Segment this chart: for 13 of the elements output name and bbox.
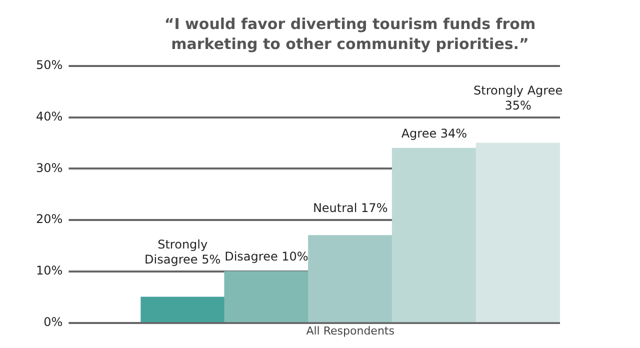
y-tick-label: 30% bbox=[36, 160, 63, 175]
data-label: Strongly Disagree 5% bbox=[144, 238, 221, 267]
data-label: Disagree 10% bbox=[224, 250, 308, 264]
y-tick-label: 0% bbox=[44, 314, 63, 329]
x-axis-title: All Respondents bbox=[306, 324, 395, 338]
y-tick-label: 20% bbox=[36, 212, 63, 226]
data-label: Strongly Agree 35% bbox=[474, 83, 563, 112]
chart-title: “I would favor diverting tourism funds from marketing to other community priorities.” bbox=[163, 14, 537, 54]
data-label: Neutral 17% bbox=[312, 201, 388, 216]
y-tick-label: 10% bbox=[36, 264, 63, 278]
y-tick-label: 40% bbox=[36, 109, 63, 124]
y-tick-label: 50% bbox=[36, 58, 63, 72]
data-label: Agree 34% bbox=[401, 126, 468, 140]
